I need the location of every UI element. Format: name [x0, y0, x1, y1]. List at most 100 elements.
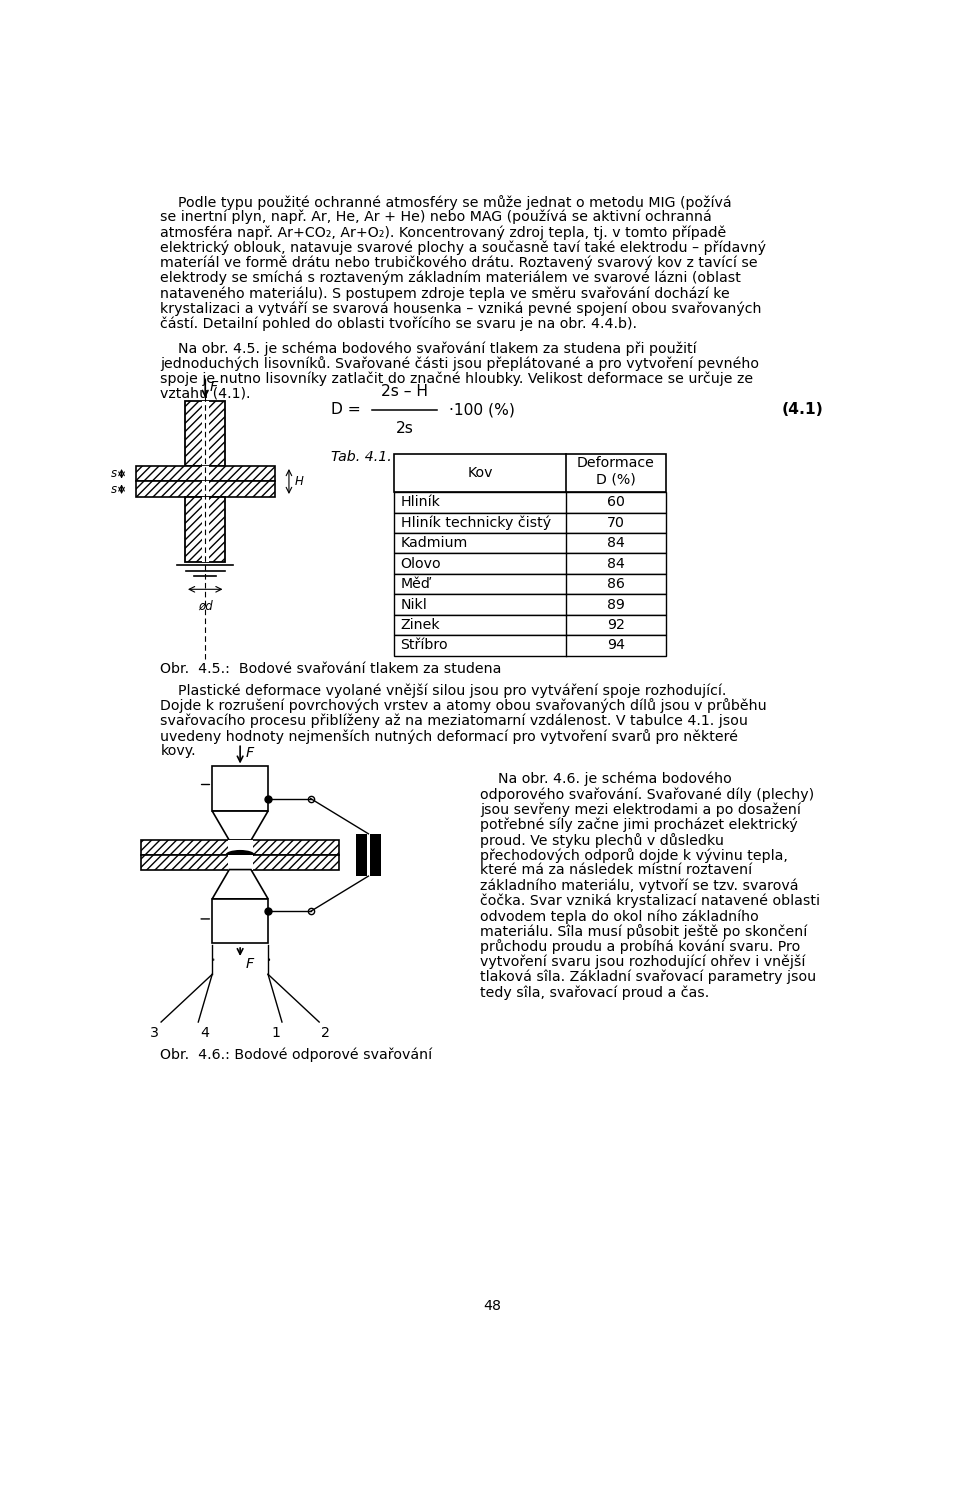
Text: 70: 70 [607, 516, 625, 530]
Text: ød: ød [198, 599, 212, 612]
Bar [212, 899, 268, 944]
Text: H: H [295, 474, 303, 488]
Bar [395, 513, 665, 533]
Bar [135, 482, 275, 497]
Text: F: F [246, 958, 253, 971]
Bar [395, 594, 665, 615]
Text: Tab. 4.1.: Tab. 4.1. [331, 450, 392, 464]
Bar [202, 482, 208, 497]
Text: krystalizaci a vytváří se svarová housenka – vzniká pevné spojení obou svařovaný: krystalizaci a vytváří se svarová housen… [160, 302, 762, 317]
Text: průchodu proudu a probíhá kování svaru. Pro: průchodu proudu a probíhá kování svaru. … [480, 940, 801, 955]
Text: Dojde k rozrušení povrchových vrstev a atomy obou svařovaných dílů jsou v průběh: Dojde k rozrušení povrchových vrstev a a… [160, 698, 767, 713]
Bar [185, 497, 226, 563]
Text: 2: 2 [322, 1025, 330, 1040]
Text: Měď: Měď [400, 576, 430, 591]
Bar [202, 467, 208, 482]
Text: Olovo: Olovo [400, 557, 442, 570]
Text: kovy.: kovy. [160, 744, 196, 758]
Text: 94: 94 [607, 638, 625, 653]
Bar [395, 635, 665, 656]
Text: atmosféra např. Ar+CO₂, Ar+O₂). Koncentrovaný zdroj tepla, tj. v tomto případě: atmosféra např. Ar+CO₂, Ar+O₂). Koncentr… [160, 225, 727, 240]
Text: potřebné síly začne jimi procházet elektrický: potřebné síly začne jimi procházet elekt… [480, 818, 798, 832]
Text: Obr.  4.5.:  Bodové svařování tlakem za studena: Obr. 4.5.: Bodové svařování tlakem za st… [160, 662, 502, 675]
Text: s: s [110, 483, 117, 495]
Text: přechodových odporů dojde k vývinu tepla,: přechodových odporů dojde k vývinu tepla… [480, 848, 788, 863]
Bar [370, 833, 381, 877]
Text: Podle typu použité ochranné atmosféry se může jednat o metodu MIG (požívá: Podle typu použité ochranné atmosféry se… [160, 195, 732, 210]
Text: elektrody se smíchá s roztaveným základním materiálem ve svarové lázni (oblast: elektrody se smíchá s roztaveným základn… [160, 272, 741, 285]
Text: 84: 84 [607, 536, 625, 551]
Text: tedy sîla, svařovací proud a čas.: tedy sîla, svařovací proud a čas. [480, 985, 709, 1000]
Text: D (%): D (%) [596, 473, 636, 486]
Text: jednoduchých lisovníků. Svařované části jsou přeplátované a pro vytvoření pevnéh: jednoduchých lisovníků. Svařované části … [160, 356, 759, 371]
Text: které má za následek místní roztavení: které má za následek místní roztavení [480, 863, 753, 877]
Text: Hliník technicky čistý: Hliník technicky čistý [400, 516, 551, 530]
Polygon shape [212, 811, 268, 841]
Text: 2s – H: 2s – H [381, 384, 428, 399]
Text: proud. Ve styku plechů v důsledku: proud. Ve styku plechů v důsledku [480, 833, 724, 848]
Text: Kadmium: Kadmium [400, 536, 468, 551]
Text: nataveného materiálu). S postupem zdroje tepla ve směru svařování dochází ke: nataveného materiálu). S postupem zdroje… [160, 287, 730, 300]
Text: D =: D = [331, 402, 361, 417]
Bar [395, 533, 665, 554]
Text: materiálu. Sîla musí působit ještě po skončení: materiálu. Sîla musí působit ještě po sk… [480, 925, 807, 940]
Text: Nikl: Nikl [400, 597, 427, 611]
Bar [202, 497, 208, 563]
Text: s: s [110, 467, 117, 480]
Text: (4.1): (4.1) [781, 402, 824, 417]
Bar [135, 467, 275, 482]
Bar [395, 554, 665, 573]
Text: 2s: 2s [396, 420, 414, 435]
Text: elektrický oblouk, natavuje svarové plochy a současně taví také elektrodu – příd: elektrický oblouk, natavuje svarové ploc… [160, 240, 766, 255]
Text: čočka. Svar vzniká krystalizací natavené oblasti: čočka. Svar vzniká krystalizací natavené… [480, 893, 821, 908]
Text: spoje je nutno lisovníky zatlačit do značné hloubky. Velikost deformace se určuj: spoje je nutno lisovníky zatlačit do zna… [160, 372, 754, 386]
Text: Zinek: Zinek [400, 618, 441, 632]
Text: Na obr. 4.5. je schéma bodového svařování tlakem za studena při použití: Na obr. 4.5. je schéma bodového svařován… [160, 341, 697, 356]
Bar [202, 401, 208, 467]
Text: 60: 60 [607, 495, 625, 509]
Text: odvodem tepla do okol ního základního: odvodem tepla do okol ního základního [480, 910, 759, 923]
Bar [395, 492, 665, 513]
Text: vytvoření svaru jsou rozhodující ohřev i vnější: vytvoření svaru jsou rozhodující ohřev i… [480, 955, 805, 970]
Bar [356, 833, 367, 877]
Text: uvedeny hodnoty nejmenších nutných deformací pro vytvoření svarů pro některé: uvedeny hodnoty nejmenších nutných defor… [160, 729, 738, 744]
Bar [395, 615, 665, 635]
Text: ·100 (%): ·100 (%) [449, 402, 516, 417]
Text: odporového svařování. Svařované díly (plechy): odporového svařování. Svařované díly (pl… [480, 787, 814, 802]
Text: Na obr. 4.6. je schéma bodového: Na obr. 4.6. je schéma bodového [480, 772, 732, 787]
Text: základního materiálu, vytvoří se tzv. svarová: základního materiálu, vytvoří se tzv. sv… [480, 878, 799, 893]
Bar [228, 856, 252, 869]
Bar [185, 401, 226, 467]
Text: svařovacího procesu přiblíženy až na meziatomarní vzdálenost. V tabulce 4.1. jso: svařovacího procesu přiblíženy až na mez… [160, 714, 748, 728]
Text: Kov: Kov [468, 465, 493, 480]
Text: tlaková sîla. Základní svařovací parametry jsou: tlaková sîla. Základní svařovací paramet… [480, 970, 817, 985]
Text: 3: 3 [150, 1025, 159, 1040]
Bar [141, 841, 339, 856]
Text: 84: 84 [607, 557, 625, 570]
Bar [395, 453, 665, 492]
Ellipse shape [226, 850, 254, 860]
Bar [228, 841, 252, 856]
Text: materíál ve formě drátu nebo trubičkového drátu. Roztavený svarový kov z tavící : materíál ve formě drátu nebo trubičkovéh… [160, 255, 758, 270]
Text: Obr.  4.6.: Bodové odporové svařování: Obr. 4.6.: Bodové odporové svařování [160, 1048, 432, 1061]
Text: 86: 86 [607, 576, 625, 591]
Bar [141, 856, 339, 869]
Polygon shape [212, 869, 268, 899]
Text: 92: 92 [607, 618, 625, 632]
Text: se inertní plyn, např. Ar, He, Ar + He) nebo MAG (používá se aktivní ochranná: se inertní plyn, např. Ar, He, Ar + He) … [160, 210, 712, 225]
Text: F: F [246, 746, 253, 761]
Text: 48: 48 [483, 1298, 501, 1313]
Text: 4: 4 [201, 1025, 209, 1040]
Text: jsou sevřeny mezi elektrodami a po dosažení: jsou sevřeny mezi elektrodami a po dosaž… [480, 802, 802, 817]
Text: Plastické deformace vyolané vnější silou jsou pro vytváření spoje rozhodující.: Plastické deformace vyolané vnější silou… [160, 683, 727, 698]
Text: vztahu (4.1).: vztahu (4.1). [160, 387, 251, 401]
Text: Stříbro: Stříbro [400, 638, 448, 653]
Text: 89: 89 [607, 597, 625, 611]
Text: částí. Detailní pohled do oblasti tvořícího se svaru je na obr. 4.4.b).: částí. Detailní pohled do oblasti tvoříc… [160, 317, 637, 332]
Text: Deformace: Deformace [577, 456, 655, 470]
Text: Hliník: Hliník [400, 495, 441, 509]
Bar [212, 767, 268, 811]
Bar [395, 573, 665, 594]
Text: F: F [210, 380, 218, 393]
Text: 1: 1 [271, 1025, 280, 1040]
